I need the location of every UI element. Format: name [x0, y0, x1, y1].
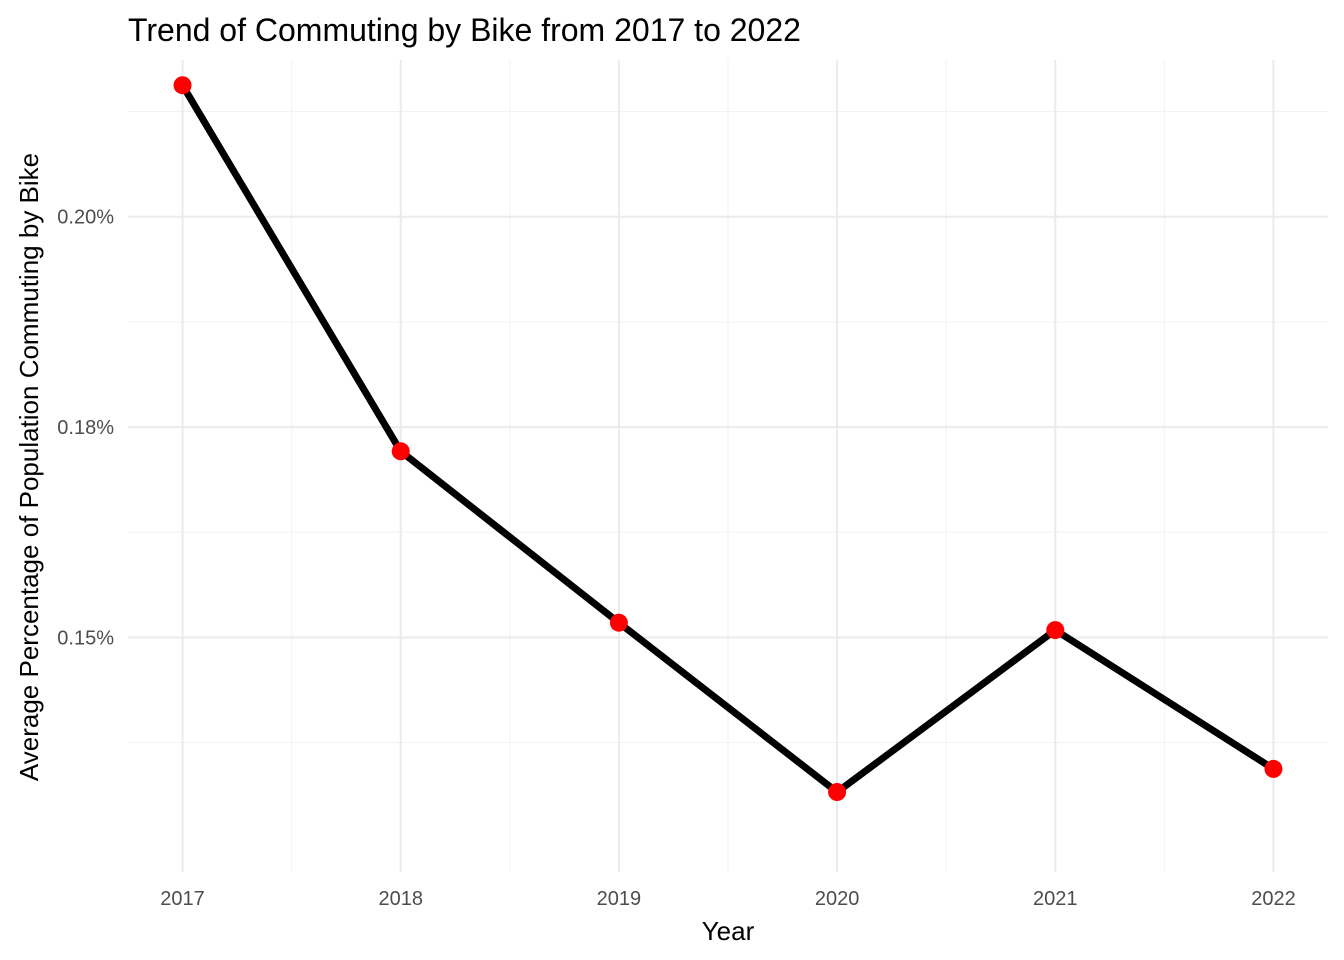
data-point [828, 783, 847, 802]
x-axis-title: Year [702, 916, 755, 946]
data-point [609, 613, 628, 632]
y-tick-label: 0.15% [57, 627, 114, 649]
data-point [1264, 759, 1283, 778]
x-tick-label: 2019 [597, 888, 642, 910]
series-layer [173, 76, 1283, 802]
grid-lines [128, 60, 1328, 872]
x-tick-label: 2020 [815, 888, 860, 910]
x-tick-label: 2018 [378, 888, 423, 910]
y-axis-title: Average Percentage of Population Commuti… [14, 153, 44, 781]
data-point [391, 442, 410, 461]
series-line [179, 83, 1276, 796]
y-tick-label: 0.20% [57, 207, 114, 229]
x-axis-ticks: 2017 2018 2019 2020 2021 2022 [160, 888, 1295, 910]
y-axis-ticks: 0.20% 0.18% 0.15% [57, 207, 114, 650]
data-point [1046, 621, 1065, 640]
y-tick-label: 0.18% [57, 417, 114, 439]
x-tick-label: 2022 [1251, 888, 1296, 910]
x-tick-label: 2021 [1033, 888, 1078, 910]
data-point [173, 76, 192, 95]
chart-title: Trend of Commuting by Bike from 2017 to … [128, 12, 801, 48]
x-tick-label: 2017 [160, 888, 205, 910]
